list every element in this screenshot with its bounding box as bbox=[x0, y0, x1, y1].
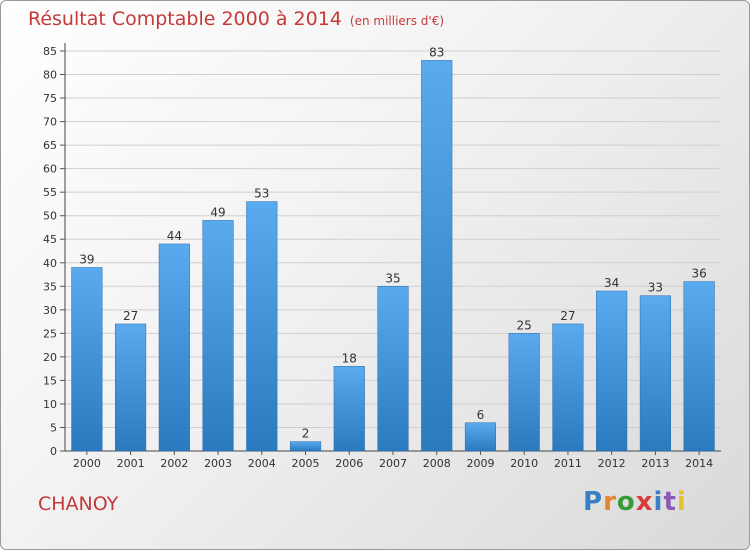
y-tick-label: 0 bbox=[50, 445, 57, 458]
y-tick-label: 25 bbox=[43, 327, 57, 340]
bar-2011 bbox=[552, 323, 584, 452]
logo-letter: x bbox=[635, 487, 654, 517]
x-tick-label: 2008 bbox=[423, 457, 451, 470]
y-tick-label: 10 bbox=[43, 398, 57, 411]
x-tick-label: 2006 bbox=[335, 457, 363, 470]
bar-2002 bbox=[158, 243, 190, 452]
x-tick-label: 2003 bbox=[204, 457, 232, 470]
bar-2001 bbox=[115, 323, 147, 452]
x-tick-label: 2010 bbox=[510, 457, 538, 470]
bar-2012 bbox=[596, 290, 628, 452]
x-tick-label: 2005 bbox=[292, 457, 320, 470]
logo-letter: o bbox=[616, 487, 636, 517]
x-tick-label: 2001 bbox=[117, 457, 145, 470]
x-tick-label: 2014 bbox=[685, 457, 713, 470]
y-tick-label: 50 bbox=[43, 210, 57, 223]
data-label: 33 bbox=[648, 281, 663, 295]
logo-letter: i bbox=[676, 487, 687, 517]
bar-2014 bbox=[683, 281, 715, 452]
y-tick-label: 40 bbox=[43, 257, 57, 270]
data-label: 49 bbox=[210, 205, 225, 219]
data-label: 35 bbox=[385, 271, 400, 285]
y-tick-label: 80 bbox=[43, 69, 57, 82]
bar-2000 bbox=[71, 267, 103, 452]
x-tick-label: 2007 bbox=[379, 457, 407, 470]
data-label: 6 bbox=[477, 408, 485, 422]
chart-title-text: Résultat Comptable 2000 à 2014 bbox=[28, 8, 342, 30]
y-tick-label: 30 bbox=[43, 304, 57, 317]
data-label: 34 bbox=[604, 276, 619, 290]
data-label: 53 bbox=[254, 187, 269, 201]
proxiti-logo: Proxiti bbox=[583, 487, 687, 517]
data-label: 27 bbox=[560, 309, 575, 323]
chart-title: Résultat Comptable 2000 à 2014 (en millie… bbox=[28, 8, 444, 30]
y-tick-label: 85 bbox=[43, 45, 57, 58]
bar-2004 bbox=[246, 201, 278, 452]
y-tick-label: 5 bbox=[50, 421, 57, 434]
unit-note: (en milliers d'€) bbox=[349, 14, 445, 28]
data-label: 2 bbox=[302, 427, 310, 441]
bar-2006 bbox=[333, 366, 365, 452]
bar-2003 bbox=[202, 220, 234, 452]
commune-name: CHANOY bbox=[38, 493, 119, 515]
y-tick-label: 35 bbox=[43, 280, 57, 293]
data-label: 18 bbox=[342, 351, 357, 365]
y-tick-label: 65 bbox=[43, 139, 57, 152]
data-label: 25 bbox=[517, 318, 532, 332]
y-tick-label: 15 bbox=[43, 374, 57, 387]
x-tick-label: 2013 bbox=[641, 457, 669, 470]
y-tick-label: 55 bbox=[43, 186, 57, 199]
data-label: 39 bbox=[79, 252, 94, 266]
data-label: 83 bbox=[429, 45, 444, 59]
bar-2005 bbox=[289, 441, 322, 452]
logo-letter: i bbox=[653, 487, 664, 517]
bar-2008 bbox=[421, 60, 453, 452]
y-tick-label: 75 bbox=[43, 92, 57, 105]
logo-letter: t bbox=[663, 487, 677, 517]
y-tick-label: 20 bbox=[43, 351, 57, 364]
x-tick-label: 2000 bbox=[73, 457, 101, 470]
logo-letter: P bbox=[583, 487, 604, 517]
x-tick-label: 2012 bbox=[598, 457, 626, 470]
x-tick-label: 2011 bbox=[554, 457, 582, 470]
bar-2009 bbox=[464, 422, 497, 452]
x-tick-label: 2009 bbox=[466, 457, 494, 470]
bar-2013 bbox=[639, 295, 671, 452]
x-tick-label: 2002 bbox=[160, 457, 188, 470]
y-tick-label: 70 bbox=[43, 116, 57, 129]
y-tick-label: 60 bbox=[43, 163, 57, 176]
bar-2007 bbox=[377, 286, 409, 452]
x-tick-label: 2004 bbox=[248, 457, 276, 470]
data-label: 44 bbox=[167, 229, 182, 243]
data-label: 27 bbox=[123, 309, 138, 323]
bar-2010 bbox=[508, 333, 540, 452]
data-label: 36 bbox=[691, 267, 706, 281]
y-tick-label: 45 bbox=[43, 233, 57, 246]
logo-letter: r bbox=[603, 487, 617, 517]
